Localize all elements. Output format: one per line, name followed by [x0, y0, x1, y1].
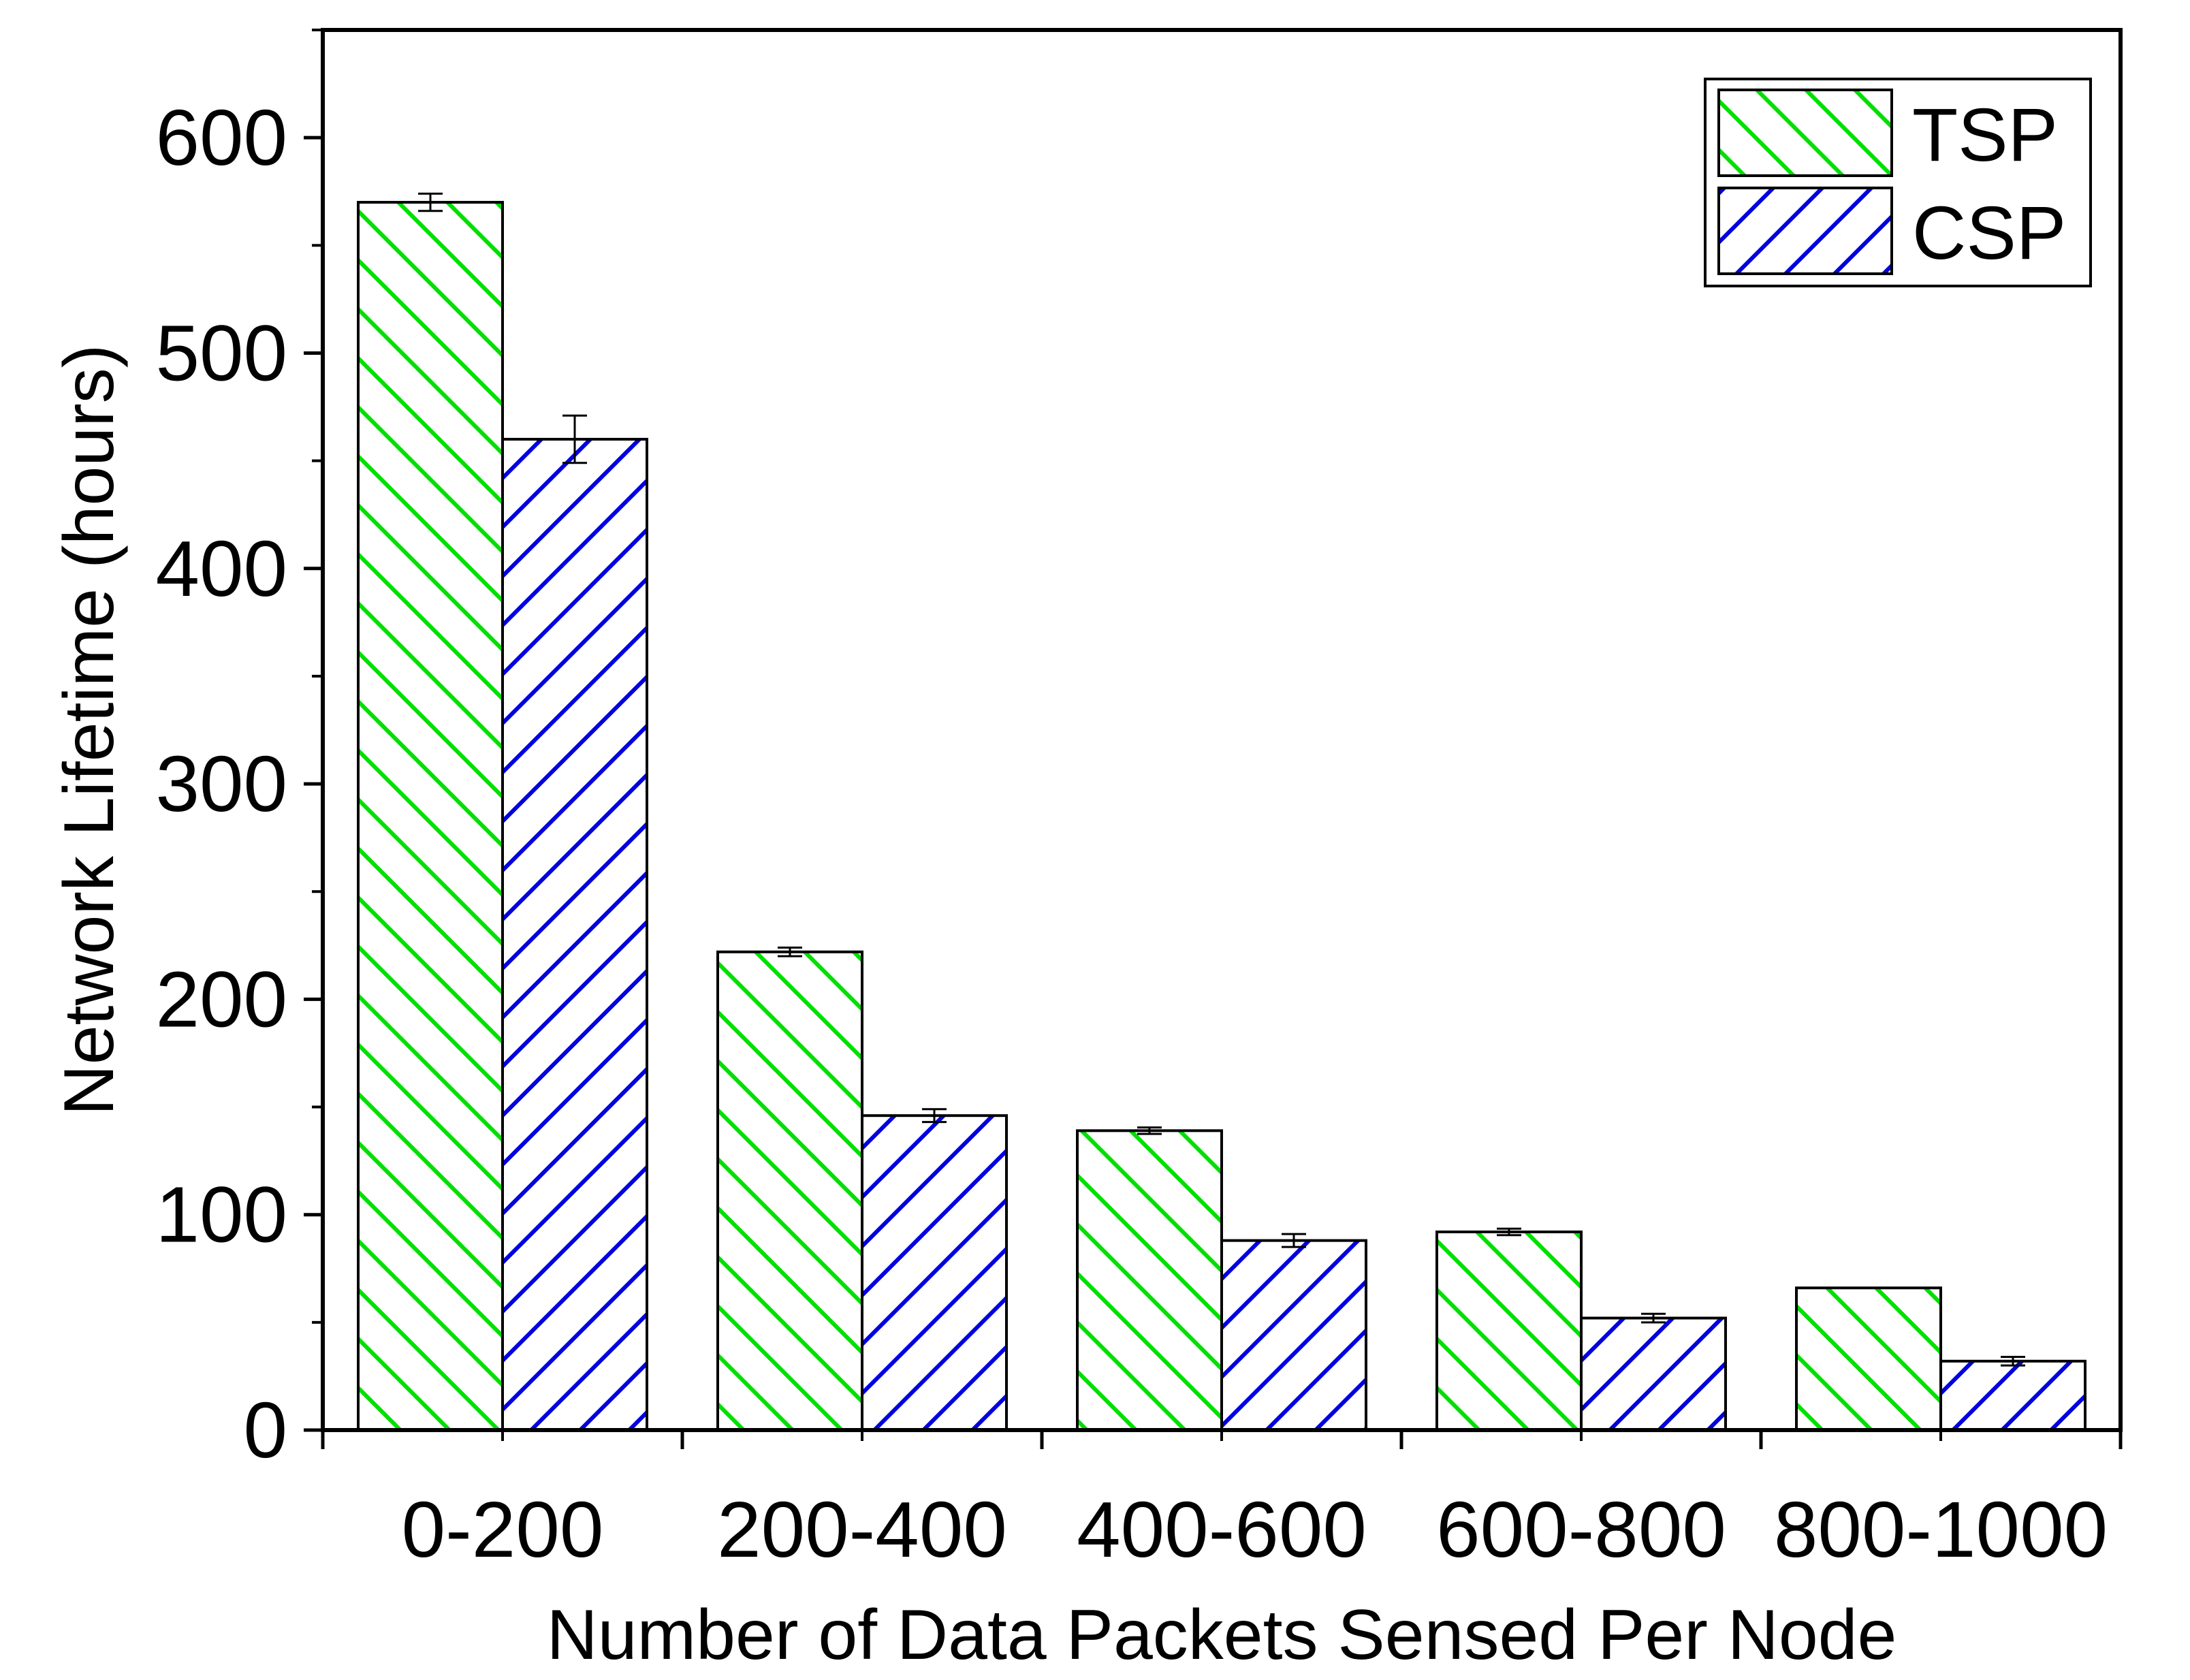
- legend-label-csp: CSP: [1912, 191, 2066, 275]
- y-tick-label: 300: [155, 740, 287, 828]
- y-tick-label: 600: [155, 93, 287, 182]
- bar-tsp-200-400: [718, 952, 862, 1430]
- bars-layer: [358, 202, 2085, 1430]
- x-tick-label: 800-1000: [1774, 1485, 2108, 1574]
- x-tick-label: 200-400: [717, 1485, 1007, 1574]
- y-axis-ticks: 0 100 200 300 400 500 600: [155, 30, 323, 1474]
- y-tick-label: 0: [243, 1386, 287, 1474]
- y-tick-label: 100: [155, 1171, 287, 1259]
- y-tick-label: 200: [155, 955, 287, 1043]
- y-tick-label: 400: [155, 524, 287, 613]
- x-tick-label: 600-800: [1436, 1485, 1726, 1574]
- bar-csp-800-1000: [1941, 1361, 2085, 1430]
- bar-csp-600-800: [1581, 1318, 1726, 1430]
- x-tick-label: 400-600: [1077, 1485, 1367, 1574]
- bar-tsp-0-200: [358, 202, 503, 1430]
- bar-csp-400-600: [1222, 1241, 1366, 1430]
- bar-csp-200-400: [862, 1115, 1006, 1430]
- legend: TSP CSP: [1705, 79, 2091, 286]
- y-axis-title: Network Lifetime (hours): [50, 345, 129, 1116]
- legend-swatch-csp: [1719, 188, 1892, 274]
- bar-csp-0-200: [503, 439, 647, 1430]
- legend-label-tsp: TSP: [1912, 93, 2058, 177]
- x-tick-label: 0-200: [402, 1485, 604, 1574]
- legend-swatch-tsp: [1719, 90, 1892, 176]
- bar-tsp-600-800: [1437, 1232, 1581, 1430]
- y-tick-label: 500: [155, 308, 287, 397]
- x-axis-title: Number of Data Packets Sensed Per Node: [547, 1596, 1897, 1675]
- bar-tsp-400-600: [1077, 1130, 1222, 1430]
- bar-tsp-800-1000: [1796, 1288, 1941, 1430]
- x-axis-ticks: 0-200 200-400 400-600 600-800 800-1000: [323, 1430, 2121, 1574]
